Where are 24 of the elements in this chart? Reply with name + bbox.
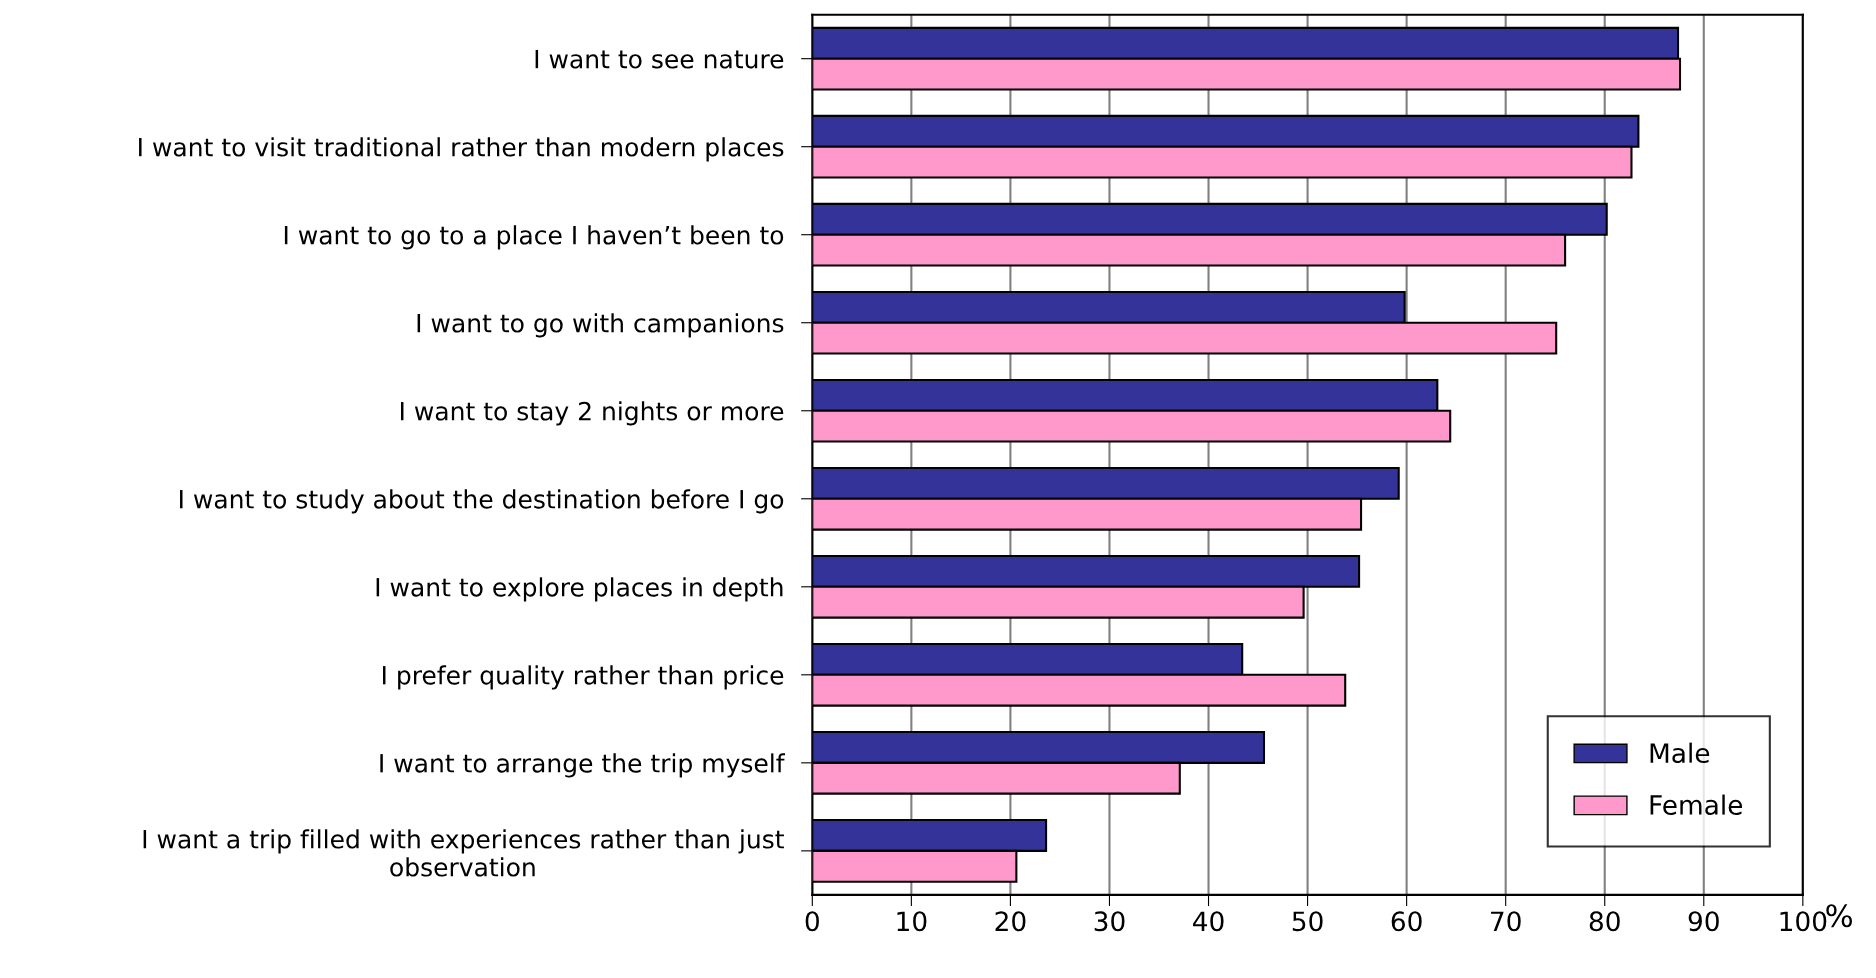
y-tick-label: I want to visit traditional rather than modern places bbox=[139, 137, 784, 162]
x-tick-label: 50 bbox=[1292, 911, 1323, 932]
x-tick-label: 60 bbox=[1391, 911, 1422, 932]
x-tick-label: 70 bbox=[1491, 911, 1521, 932]
x-tick-label: 90 bbox=[1688, 911, 1719, 932]
y-tick-label: I prefer quality rather than price bbox=[383, 665, 784, 690]
x-tick-label: 10 bbox=[897, 911, 927, 932]
x-tick-label: 80 bbox=[1589, 911, 1620, 932]
y-tick-label: I want to see nature bbox=[535, 49, 784, 69]
y-tick-label: I want to study about the destination before I go bbox=[180, 489, 784, 514]
x-tick-label: 0 bbox=[805, 911, 819, 932]
x-tick-label: 20 bbox=[995, 911, 1026, 932]
x-tick-label: 40 bbox=[1193, 911, 1224, 932]
y-tick-label: I want to stay 2 nights or more bbox=[400, 401, 784, 426]
x-tick-label: 100 bbox=[1780, 911, 1827, 932]
y-tick-label: I want to arrange the trip myself bbox=[380, 753, 786, 778]
x-tick-label: 30 bbox=[1094, 911, 1125, 932]
legend-label: Male bbox=[1650, 742, 1710, 764]
y-tick-label: I want to go to a place I haven’t been to bbox=[284, 225, 784, 250]
y-tick-label: I want to go with campanions bbox=[417, 313, 784, 338]
legend-label: Female bbox=[1650, 794, 1743, 815]
y-tick-label: I want to explore places in depth bbox=[376, 577, 783, 602]
x-axis-title: % bbox=[1826, 904, 1852, 928]
y-tick-label: I want a trip filled with experiences rather than just observation bbox=[143, 829, 784, 877]
